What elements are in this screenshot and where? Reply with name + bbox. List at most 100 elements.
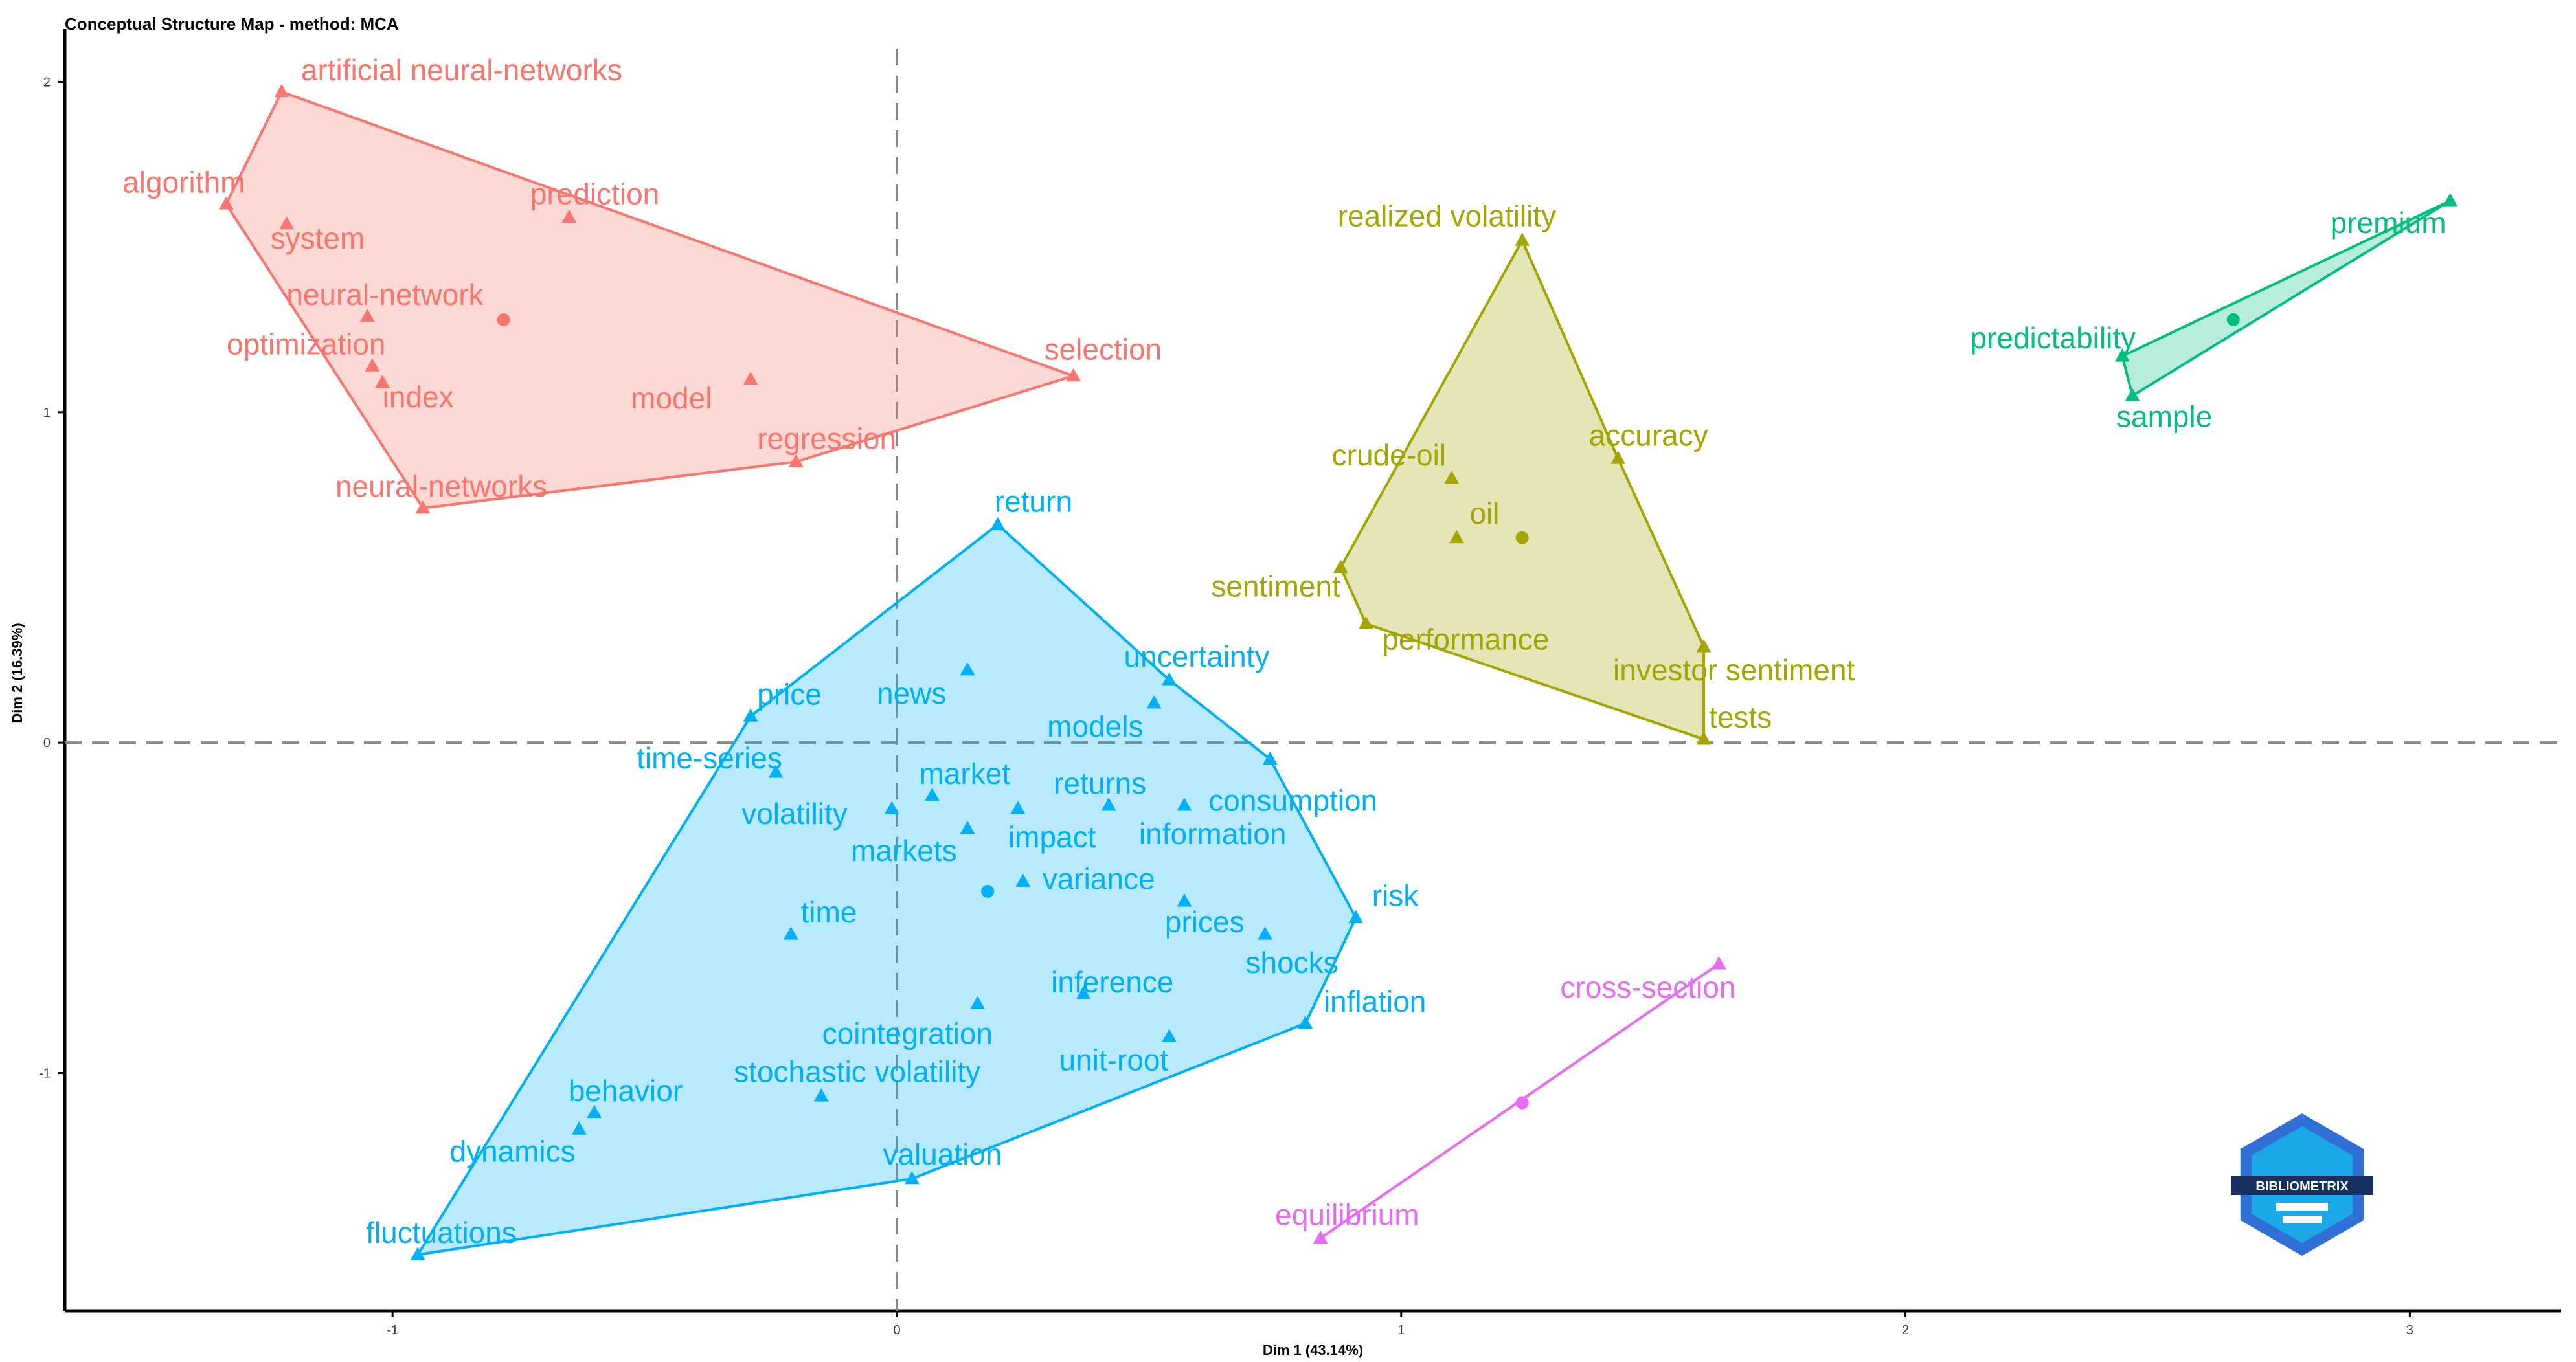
point-label: cointegration [822,1016,993,1050]
data-point [1696,639,1712,653]
labels-layer: artificial neural-networks algorithm syste… [122,53,2446,1249]
logo-bar [2283,1216,2322,1223]
y-tick-label: 2 [43,75,51,89]
point-label: fluctuations [366,1216,517,1249]
x-tick-label: 2 [1902,1323,1909,1337]
point-label: index [383,380,454,414]
y-axis-title: Dim 2 (16.39%) [9,623,25,723]
data-point [1162,1029,1177,1042]
point-label: sample [2116,399,2212,433]
point-label: stochastic volatility [734,1055,980,1088]
point-label: tests [1709,700,1772,734]
data-point [1066,368,1081,382]
data-point [1298,1015,1313,1029]
data-point [1515,232,1530,246]
point-label: predictability [1970,321,2136,355]
point-label: algorithm [122,165,245,199]
data-point [743,708,758,722]
point-label: performance [1382,622,1549,656]
x-tick-label: 3 [2406,1323,2413,1337]
data-point [410,1247,425,1260]
x-tick-label: 0 [893,1323,900,1337]
data-point [1010,801,1026,814]
data-point [960,662,975,676]
x-tick-label: 1 [1397,1323,1405,1337]
data-point [1146,695,1162,709]
point-label: sentiment [1211,570,1340,603]
cluster-centroid [1515,1096,1529,1110]
points-layer [218,84,2458,1260]
data-point [1348,910,1364,924]
point-label: prediction [530,177,659,211]
data-point [561,209,577,223]
data-point [1076,986,1091,999]
data-point [1333,559,1348,574]
point-label: optimization [227,327,385,361]
y-tick-label: 0 [43,736,51,750]
data-point [2125,388,2140,401]
point-label: unit-root [1059,1043,1169,1077]
y-tick-label: -1 [39,1067,51,1081]
point-label: model [631,381,712,415]
y-tick-label: 1 [43,406,51,420]
point-label: behavior [569,1074,683,1108]
point-label: consumption [1208,784,1377,818]
point-label: return [995,484,1072,518]
point-label: shocks [1246,946,1339,979]
data-point [1696,731,1712,745]
data-point [743,371,758,385]
point-label: accuracy [1589,418,1708,452]
point-label: equilibrium [1275,1198,1419,1232]
logo-text: BIBLIOMETRIX [2255,1179,2349,1194]
point-label: inflation [1324,985,1427,1018]
data-point [1177,798,1192,811]
data-point [1262,751,1278,765]
point-label: time [800,895,857,929]
cluster-hull [2121,199,2452,397]
data-point [375,374,390,388]
axes-layer: -1 0 1 2 3 -1 0 1 2 Dim 1 (43.14%) Dim 2 (16.39%) [9,29,2561,1358]
data-point [274,84,289,98]
point-label: impact [1008,820,1096,854]
point-label: artificial neural-networks [301,53,622,87]
data-point [571,1121,587,1135]
point-label: returns [1054,766,1146,800]
point-label: market [920,757,1011,790]
data-point [784,926,798,940]
point-label: time-series [637,741,782,775]
data-point [925,787,940,801]
point-label: cross-section [1560,970,1735,1004]
data-point [1258,926,1272,940]
data-point [970,996,986,1009]
cluster-hull [225,90,1075,509]
point-label: neural-networks [335,469,547,503]
data-point [788,454,804,467]
x-axis-title: Dim 1 (43.14%) [1263,1342,1363,1358]
point-label: models [1047,709,1143,743]
data-point [359,308,375,322]
data-point [279,216,295,230]
data-point [1610,451,1626,464]
cluster-centroid [1515,531,1529,544]
bibliometrix-logo: BIBLIOMETRIX [2231,1113,2373,1256]
data-point [1015,873,1031,887]
point-label: system [271,221,365,255]
cluster-centroid [2226,313,2240,326]
point-label: news [877,676,946,710]
point-label: dynamics [449,1134,575,1168]
point-label: uncertainty [1124,640,1270,673]
data-point [1444,470,1460,484]
data-point [1177,893,1192,907]
data-point [960,820,975,834]
point-label: valuation [883,1137,1002,1171]
point-label: risk [1372,879,1419,913]
point-label: prices [1165,905,1245,939]
data-point [2443,193,2458,207]
cluster-hulls-layer [225,90,2452,1256]
point-label: premium [2331,206,2446,240]
x-tick-label: -1 [387,1323,398,1337]
cluster-centroid [981,884,995,898]
point-label: variance [1043,862,1155,896]
data-point [1358,616,1373,629]
